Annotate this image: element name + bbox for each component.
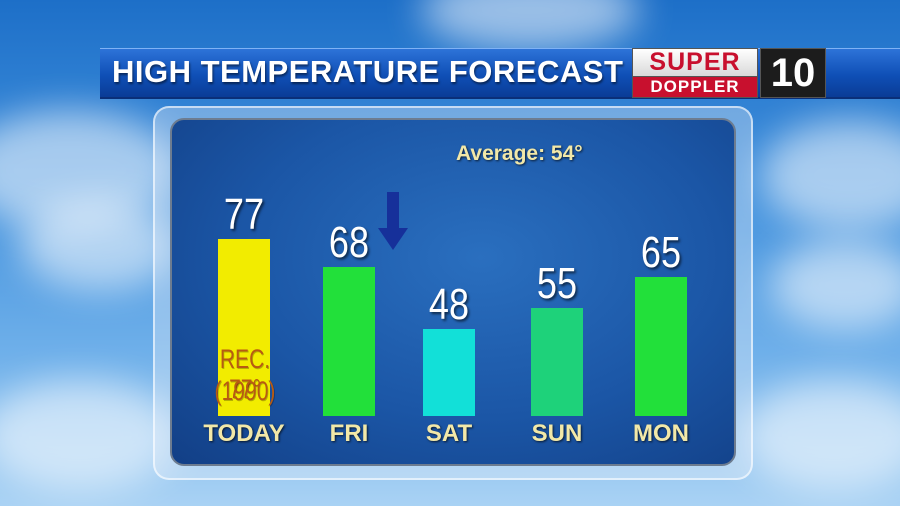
category-label-today: TODAY: [203, 420, 285, 447]
bar-fri: [323, 267, 375, 416]
bar-today: [218, 239, 270, 416]
logo-doppler-text: DOPPLER: [632, 76, 758, 98]
down-arrow-icon: [378, 192, 408, 250]
page-title: HIGH TEMPERATURE FORECAST: [112, 54, 624, 89]
bar-value-mon: 65: [640, 227, 682, 277]
bar-sun: [531, 307, 583, 416]
category-label-fri: FRI: [329, 420, 369, 447]
bar-value-today: 77: [223, 190, 265, 240]
bar-sat: [423, 329, 475, 416]
logo-channel-badge: 10: [760, 48, 826, 98]
category-label-sat: SAT: [425, 420, 473, 447]
record-label: REC. 77°: [219, 344, 271, 404]
average-label: Average: 54°: [456, 142, 583, 165]
logo-channel-number: 10: [770, 51, 816, 95]
bar-value-sat: 48: [428, 280, 470, 330]
bar-value-sun: 55: [536, 258, 578, 308]
station-logo: SUPER DOPPLER 10: [632, 48, 826, 98]
bar-value-fri: 68: [328, 218, 370, 268]
record-year-label: (1990): [214, 376, 276, 406]
bar-mon: [635, 276, 687, 416]
logo-super-text: SUPER: [632, 48, 758, 77]
category-label-sun: SUN: [531, 420, 583, 447]
category-label-mon: MON: [633, 420, 689, 447]
